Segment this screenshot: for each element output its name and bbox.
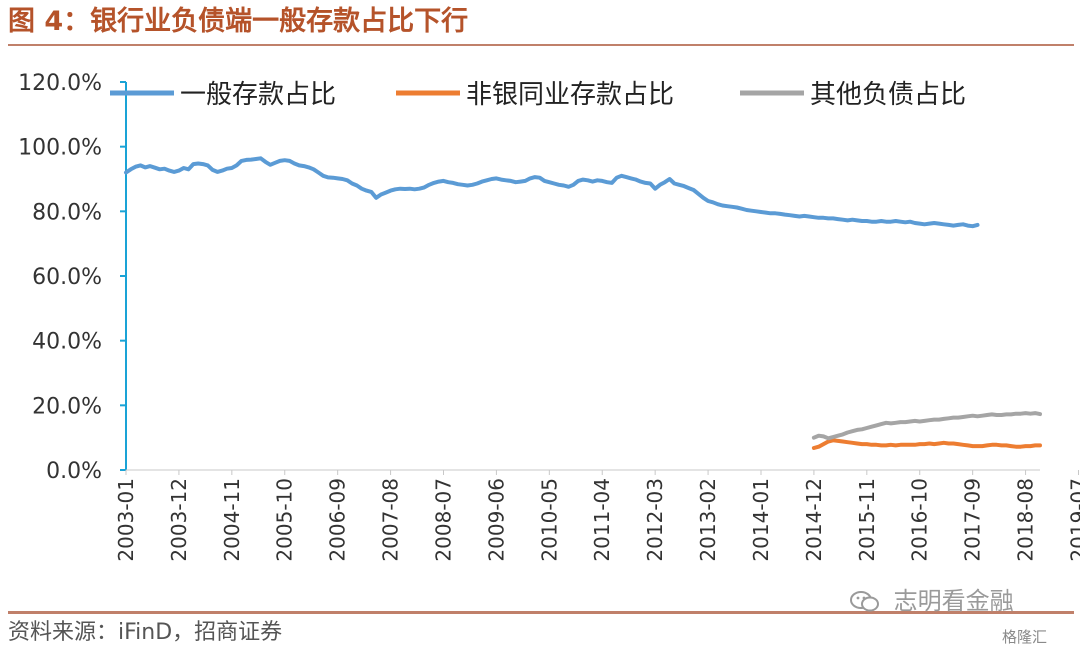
title-divider — [8, 44, 1074, 46]
wechat-icon — [850, 591, 879, 612]
badge-text: 格隆汇 — [1002, 628, 1048, 646]
watermark-text: 志明看金融 — [893, 587, 1014, 615]
y-tick-label: 0.0% — [46, 459, 102, 484]
x-tick-label: 2018-08 — [1014, 478, 1038, 562]
y-tick-label: 100.0% — [18, 136, 102, 161]
legend: 一般存款占比 非银同业存款占比 其他负债占比 — [110, 80, 966, 110]
x-tick-label: 2011-04 — [590, 478, 614, 562]
x-tick-label: 2013-02 — [696, 478, 720, 562]
legend-label-1: 一般存款占比 — [180, 80, 336, 110]
series-line-2 — [811, 438, 1042, 450]
x-tick-label: 2004-11 — [220, 478, 244, 562]
x-tick-label: 2005-10 — [273, 478, 297, 562]
y-axis: 0.0% 20.0% 40.0% 60.0% 80.0% 100.0% 120.0% — [18, 71, 127, 484]
x-tick-label: 2010-05 — [537, 478, 561, 562]
chart-title: 图 4：银行业负债端一般存款占比下行 — [8, 6, 469, 37]
y-tick-label: 80.0% — [32, 200, 102, 225]
y-tick-label: 40.0% — [32, 330, 102, 355]
series-line-3 — [811, 411, 1042, 441]
x-tick-label: 2008-07 — [431, 478, 455, 562]
series-lines — [124, 156, 1042, 450]
x-tick-label: 2016-10 — [908, 478, 932, 562]
source-note: 资料来源：iFinD，招商证券 — [8, 620, 283, 645]
footer-divider — [8, 611, 1074, 614]
x-tick-label: 2019-07 — [1066, 478, 1080, 562]
x-tick-label: 2015-11 — [855, 478, 879, 562]
line-chart: 0.0% 20.0% 40.0% 60.0% 80.0% 100.0% 120.0% 200… — [18, 71, 1080, 562]
x-tick-label: 2003-01 — [114, 478, 138, 562]
x-tick-label: 2009-06 — [484, 478, 508, 562]
legend-label-2: 非银同业存款占比 — [466, 80, 674, 110]
y-tick-label: 120.0% — [18, 71, 102, 96]
x-tick-label: 2003-12 — [167, 478, 191, 562]
x-axis: 2003-01 2003-12 2004-11 2005-10 2006-09 2007-… — [114, 469, 1080, 562]
y-tick-label: 60.0% — [32, 265, 102, 290]
series-line-1 — [124, 156, 980, 229]
x-tick-label: 2012-03 — [643, 478, 667, 562]
y-tick-label: 20.0% — [32, 394, 102, 419]
watermark: 志明看金融 — [850, 585, 1014, 617]
x-tick-label: 2007-08 — [379, 478, 403, 562]
x-tick-label: 2014-12 — [802, 478, 826, 562]
x-tick-label: 2006-09 — [326, 478, 350, 562]
x-tick-label: 2014-01 — [749, 478, 773, 562]
legend-label-3: 其他负债占比 — [810, 80, 966, 110]
x-tick-label: 2017-09 — [961, 478, 985, 562]
